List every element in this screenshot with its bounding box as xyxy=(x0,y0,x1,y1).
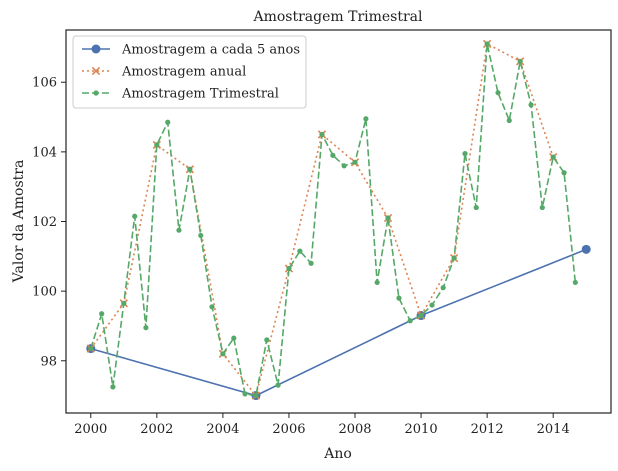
data-point xyxy=(99,311,105,317)
data-point xyxy=(484,41,490,47)
data-point xyxy=(91,44,101,54)
x-tick-label: 2002 xyxy=(140,422,173,437)
x-tick-label: 2008 xyxy=(338,422,371,437)
data-point xyxy=(561,170,567,176)
x-axis-label: Ano xyxy=(323,446,352,462)
data-point xyxy=(341,163,347,169)
data-point xyxy=(506,117,512,124)
data-point xyxy=(308,260,314,266)
data-point xyxy=(539,204,545,211)
data-point xyxy=(91,66,101,76)
chart-title: Amostragem Trimestral xyxy=(252,9,423,25)
data-point xyxy=(550,154,556,160)
data-point xyxy=(330,152,336,158)
y-axis-label: Valor da Amostra xyxy=(11,160,27,284)
data-point xyxy=(572,279,578,286)
data-point xyxy=(517,58,523,64)
data-point xyxy=(187,166,193,172)
series-3 xyxy=(88,41,578,399)
y-tick-label: 98 xyxy=(40,354,57,369)
data-point xyxy=(429,302,435,308)
legend-box xyxy=(72,35,307,109)
data-point xyxy=(581,244,591,254)
x-tick-label: 2014 xyxy=(537,422,570,437)
y-axis: 98 100 102 104 106 xyxy=(32,76,66,369)
legend-label: Amostragem a cada 5 anos xyxy=(121,43,300,58)
data-point xyxy=(110,384,116,390)
data-point xyxy=(451,255,457,261)
x-tick-label: 2004 xyxy=(206,422,239,437)
legend-item: Amostragem a cada 5 anos xyxy=(82,43,300,58)
data-point xyxy=(440,285,446,291)
x-tick-label: 2012 xyxy=(471,422,504,437)
data-point xyxy=(495,90,501,96)
legend-label: Amostragem anual xyxy=(121,65,246,80)
data-point xyxy=(253,392,259,399)
data-point xyxy=(286,265,292,272)
data-point xyxy=(242,391,248,397)
data-point xyxy=(363,116,369,122)
data-point xyxy=(319,131,325,138)
data-point xyxy=(264,337,270,343)
legend-item: Amostragem Trimestral xyxy=(82,87,279,102)
data-point xyxy=(418,312,424,319)
data-point xyxy=(352,159,358,165)
data-point xyxy=(121,300,127,306)
data-point xyxy=(407,318,413,324)
y-tick-label: 102 xyxy=(32,215,57,230)
x-tick-label: 2010 xyxy=(405,422,438,437)
legend: Amostragem a cada 5 anos Amostragem anual… xyxy=(72,35,307,109)
y-tick-label: 104 xyxy=(32,145,57,160)
y-tick-label: 100 xyxy=(32,285,57,300)
data-point xyxy=(396,295,402,301)
series-line xyxy=(90,43,554,397)
data-point xyxy=(374,279,380,286)
data-point xyxy=(275,382,281,388)
data-point xyxy=(528,102,534,108)
data-point xyxy=(154,142,160,148)
x-axis: 2000 2002 2004 2006 2008 2010 2012 2014 xyxy=(74,413,570,437)
x-tick-label: 2000 xyxy=(74,422,107,437)
legend-item: Amostragem anual xyxy=(82,65,246,80)
data-point xyxy=(209,304,215,310)
data-point xyxy=(231,335,237,341)
data-point xyxy=(220,351,226,357)
data-point xyxy=(143,325,149,331)
data-point xyxy=(297,248,303,254)
data-point xyxy=(385,215,391,221)
y-tick-label: 106 xyxy=(32,76,57,91)
plot-content xyxy=(86,39,591,401)
series-line xyxy=(90,43,577,397)
x-tick-label: 2006 xyxy=(272,422,305,437)
legend-label: Amostragem Trimestral xyxy=(121,87,279,102)
data-point xyxy=(462,151,468,157)
data-point xyxy=(132,213,138,219)
data-point xyxy=(198,232,204,239)
data-point xyxy=(88,345,94,352)
data-point xyxy=(165,119,171,125)
data-point xyxy=(93,90,99,96)
data-point xyxy=(473,204,479,211)
series-line xyxy=(90,248,587,397)
data-point xyxy=(176,227,182,233)
